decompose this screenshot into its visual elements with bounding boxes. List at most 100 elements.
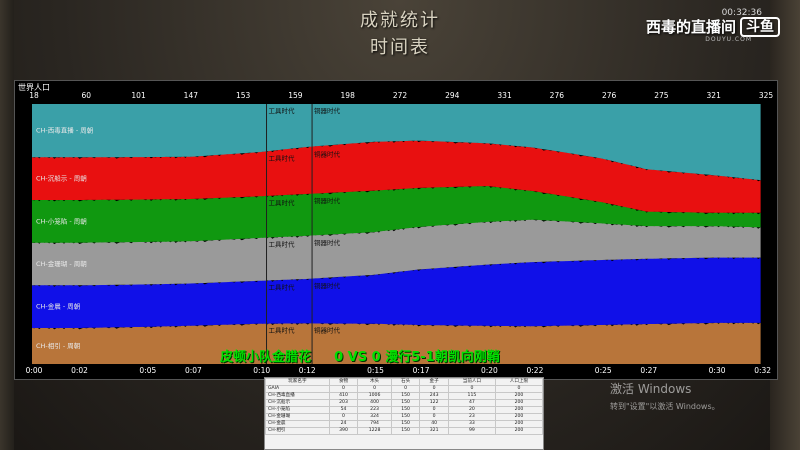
stats-cell: 1228 xyxy=(357,427,392,435)
bottom-tick-label: 0:30 xyxy=(708,366,726,375)
age-marker-label: 铜器时代 xyxy=(314,106,341,115)
stats-cell: 24 xyxy=(328,420,359,428)
series-area-5 xyxy=(32,104,761,181)
stats-cell: 150 xyxy=(390,392,421,400)
top-tick-label: 294 xyxy=(445,91,460,100)
left-border xyxy=(0,0,14,450)
age-marker-label: 铜器时代 xyxy=(314,196,341,205)
top-tick-label: 101 xyxy=(131,91,146,100)
top-tick-label: 331 xyxy=(497,91,512,100)
bottom-tick-label: 0:27 xyxy=(640,366,658,375)
stats-cell: 0 xyxy=(494,385,544,393)
stats-cell: 1006 xyxy=(357,392,392,400)
bottom-tick-label: 0:07 xyxy=(184,366,202,375)
stats-cell: 150 xyxy=(390,399,421,407)
top-tick-label: 198 xyxy=(340,91,355,100)
stats-cell: 794 xyxy=(357,420,392,428)
stats-cell: CH-小笼陷 xyxy=(265,406,330,414)
bottom-tick-label: 0:22 xyxy=(526,366,544,375)
stats-header-cell: 石头 xyxy=(390,378,421,386)
stats-row: CH-金晨 24 794 150 40 33 200 xyxy=(265,420,544,428)
stats-row: CH-沉船示 203 400 150 122 47 200 xyxy=(265,399,544,407)
top-tick-label: 275 xyxy=(654,91,669,100)
bottom-tick-row: 0:00 0:02 0:05 0:07 0:10 0:12 0:15 0:17 0:20 0:22… xyxy=(0,366,800,378)
stats-cell: 23 xyxy=(447,413,496,421)
vs-left-score: 0 xyxy=(334,350,344,365)
stats-cell: 20 xyxy=(447,406,496,414)
stats-cell: 99 xyxy=(447,427,496,435)
stats-cell: 390 xyxy=(328,427,359,435)
screen-title: 成就统计 xyxy=(360,10,440,31)
vs-word: VS xyxy=(347,350,368,365)
stats-cell: 0 xyxy=(419,406,449,414)
stats-cell: 150 xyxy=(390,413,421,421)
stats-cell: 243 xyxy=(419,392,449,400)
top-tick-label: 60 xyxy=(81,91,92,100)
bottom-tick-label: 0:15 xyxy=(367,366,384,375)
top-tick-label: 276 xyxy=(601,91,617,100)
age-marker-label: 工具时代 xyxy=(269,283,296,292)
bottom-tick-label: 0:00 xyxy=(25,366,43,375)
stats-cell: 200 xyxy=(494,420,544,428)
stats-cell: 122 xyxy=(419,399,449,407)
series-area-1 xyxy=(32,256,761,328)
stats-header-cell: 人口上限 xyxy=(494,378,544,386)
top-tick-label: 18 xyxy=(29,91,39,100)
stats-cell: 200 xyxy=(494,427,544,435)
stats-row: GAIA 0 0 0 0 0 0 xyxy=(265,385,544,393)
stats-cell: 0 xyxy=(357,385,392,393)
bottom-tick-label: 0:12 xyxy=(298,366,316,375)
brand-url: DOUYU.COM xyxy=(705,36,752,43)
age-marker-label: 工具时代 xyxy=(269,198,296,207)
bottom-tick-label: 0:32 xyxy=(754,366,772,375)
stats-cell: 0 xyxy=(328,385,359,393)
top-tick-label: 321 xyxy=(706,91,721,100)
top-tick-label: 272 xyxy=(392,91,408,100)
stats-cell: CH-金晨 xyxy=(265,420,330,428)
series-area-0 xyxy=(32,321,761,364)
stats-cell: 47 xyxy=(447,399,496,407)
vs-right-team: 漫行5-1朝凯向刚鞘 xyxy=(385,350,500,365)
top-tick-label: 159 xyxy=(288,91,303,100)
stats-cell: CH-沉船示 xyxy=(265,399,330,407)
douyu-logo-icon: 斗鱼 xyxy=(740,16,780,37)
series-label-5: CH-西毒直播 - 周朝 xyxy=(36,126,93,135)
age-marker-label: 铜器时代 xyxy=(314,325,341,334)
age-marker-label: 工具时代 xyxy=(269,240,296,249)
stats-cell: 0 xyxy=(447,385,496,393)
series-area-3 xyxy=(32,185,761,243)
stats-cell: 200 xyxy=(494,392,544,400)
stats-cell: 0 xyxy=(419,385,449,393)
stats-header-row: 玩家名字 食物 木头 石头 金子 当前人口 人口上限 xyxy=(265,378,544,386)
series-label-4: CH-沉船示 - 周朝 xyxy=(36,174,87,183)
age-marker-label: 工具时代 xyxy=(269,326,296,335)
stats-cell: 223 xyxy=(357,406,392,414)
stats-cell: CH-西毒直播 xyxy=(265,392,330,400)
vs-banner: 皮顿小队金腊花 0 VS 0 漫行5-1朝凯向刚鞘 xyxy=(220,346,500,365)
windows-activation-watermark: 激活 Windows 转到"设置"以激活 Windows。 xyxy=(610,380,720,412)
stats-cell: 200 xyxy=(494,413,544,421)
stats-cell: 200 xyxy=(494,399,544,407)
stats-row: CH-相引 390 1228 150 321 99 200 xyxy=(265,427,544,435)
watermark-line1: 激活 Windows xyxy=(610,382,692,396)
stats-header-cell: 食物 xyxy=(328,378,359,386)
stats-cell: 321 xyxy=(419,427,449,435)
age-marker-label: 铜器时代 xyxy=(314,238,341,247)
bottom-tick-label: 0:10 xyxy=(253,366,271,375)
vs-left-team: 皮顿小队金腊花 xyxy=(220,350,312,365)
stats-header-cell: 玩家名字 xyxy=(265,378,330,386)
top-tick-row: 18 60 101 147 153 159 198 272 294 331 276 276 275 321… xyxy=(0,91,800,103)
stream-brand: 西毒的直播间 斗鱼 xyxy=(646,16,780,37)
bottom-tick-label: 0:25 xyxy=(594,366,612,375)
vs-right-score: 0 xyxy=(371,350,381,365)
population-area-chart[interactable]: CH-相引 - 周朝 CH-金晨 - 周朝 CH-金珊瑚 - 周朝 CH-小笼陷 - … xyxy=(32,104,772,364)
stats-cell: 54 xyxy=(328,406,359,414)
stats-cell: 0 xyxy=(419,413,449,421)
stats-cell: CH-金珊瑚 xyxy=(265,413,330,421)
series-label-2: CH-金珊瑚 - 周朝 xyxy=(36,259,87,268)
stats-cell: 200 xyxy=(494,406,544,414)
stats-cell: 115 xyxy=(447,392,496,400)
series-label-1: CH-金晨 - 周朝 xyxy=(36,302,80,311)
series-area-2 xyxy=(32,218,761,286)
top-tick-label: 153 xyxy=(235,91,251,100)
